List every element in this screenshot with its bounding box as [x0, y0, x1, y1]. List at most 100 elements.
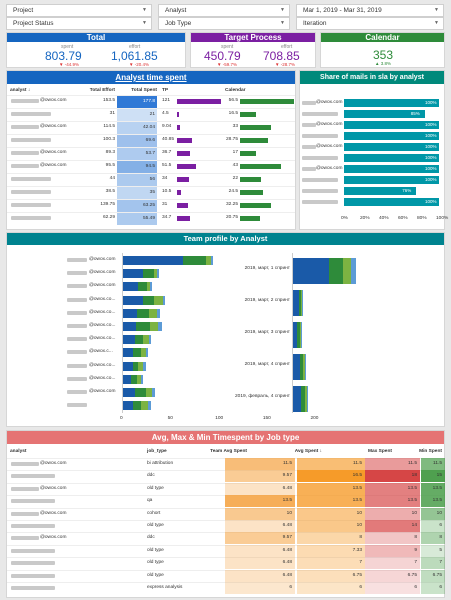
- analyst-email[interactable]: @owox.com: [40, 163, 67, 168]
- team-sprint-segment[interactable]: [293, 386, 301, 412]
- team-bar-segment[interactable]: [122, 361, 133, 371]
- col-total-spent[interactable]: Total Spent: [131, 88, 157, 93]
- team-bar-segment[interactable]: [122, 282, 139, 292]
- team-bar-segment[interactable]: [136, 308, 149, 318]
- team-bar-segment[interactable]: [143, 361, 146, 371]
- team-bar-segment[interactable]: [147, 401, 151, 411]
- col-tp[interactable]: TP: [162, 88, 169, 93]
- team-bar-segment[interactable]: [141, 401, 148, 411]
- team-bar-segment[interactable]: [145, 348, 148, 358]
- team-bar-segment[interactable]: [141, 348, 146, 358]
- team-bar-segment[interactable]: [132, 401, 142, 411]
- analyst-email[interactable]: @owox.com: [40, 124, 67, 129]
- sla-bar[interactable]: [344, 99, 439, 107]
- team-bar-segment[interactable]: [122, 256, 183, 265]
- team-sprint-segment[interactable]: [299, 322, 301, 348]
- team-bar-segment[interactable]: [134, 388, 146, 397]
- team-sprint-segment[interactable]: [299, 354, 303, 380]
- team-bar-segment[interactable]: [143, 295, 155, 305]
- team-bar-segment[interactable]: [146, 282, 150, 292]
- team-bar-segment[interactable]: [162, 295, 165, 305]
- col-total-effort[interactable]: Total Effort: [89, 88, 115, 93]
- team-bar-segment[interactable]: [132, 361, 139, 371]
- team-sprint-segment[interactable]: [342, 258, 351, 284]
- team-sprint-segment[interactable]: [304, 354, 306, 380]
- team-sprint-segment[interactable]: [297, 322, 300, 348]
- project-filter[interactable]: Project ▼: [6, 4, 152, 17]
- team-sprint-segment[interactable]: [300, 322, 302, 348]
- team-bar-segment[interactable]: [132, 348, 142, 358]
- team-bar-segment[interactable]: [154, 269, 158, 279]
- team-bar-segment[interactable]: [182, 256, 207, 265]
- team-bar-segment[interactable]: [134, 335, 144, 345]
- team-bar-segment[interactable]: [157, 308, 161, 318]
- team-sprint-segment[interactable]: [328, 258, 343, 284]
- col-calendar[interactable]: Calendar: [225, 88, 246, 93]
- team-bar-segment[interactable]: [122, 308, 137, 318]
- sla-bar[interactable]: [344, 132, 439, 140]
- team-sprint-segment[interactable]: [300, 386, 306, 412]
- col-analyst[interactable]: analyst ↓: [10, 88, 31, 93]
- team-bar-segment[interactable]: [148, 308, 158, 318]
- sla-bar[interactable]: [344, 187, 417, 195]
- sla-bar[interactable]: [344, 121, 439, 129]
- team-bar-segment[interactable]: [138, 282, 147, 292]
- iteration-filter[interactable]: Iteration ▼: [296, 17, 444, 30]
- project-status-filter[interactable]: Project Status ▼: [6, 17, 152, 30]
- team-bar-segment[interactable]: [149, 322, 159, 331]
- team-bar-segment[interactable]: [148, 335, 151, 345]
- team-sprint-segment[interactable]: [293, 354, 300, 380]
- team-sprint-segment[interactable]: [350, 258, 357, 284]
- sla-bar[interactable]: [344, 143, 439, 151]
- team-sprint-segment[interactable]: [305, 386, 308, 412]
- team-bar-segment[interactable]: [122, 348, 133, 358]
- team-bar-segment[interactable]: [143, 269, 155, 279]
- team-bar-segment[interactable]: [122, 388, 135, 397]
- team-bar-segment[interactable]: [154, 295, 163, 305]
- analyst-filter[interactable]: Analyst ▼: [158, 4, 290, 17]
- job-type-filter[interactable]: Job Type ▼: [158, 17, 290, 30]
- bottom-col-header[interactable]: analyst: [10, 449, 27, 454]
- team-sprint-segment[interactable]: [302, 354, 305, 380]
- sla-bar[interactable]: [344, 154, 439, 162]
- bottom-col-header[interactable]: job_type: [147, 449, 167, 454]
- sla-bar[interactable]: [344, 165, 439, 173]
- analyst-email[interactable]: @owox.com: [40, 98, 67, 103]
- team-bar-segment[interactable]: [122, 401, 133, 411]
- team-bar-segment[interactable]: [145, 388, 152, 397]
- analyst-email[interactable]: @owox.com: [40, 150, 67, 155]
- team-bar-segment[interactable]: [136, 374, 142, 384]
- team-bar-segment[interactable]: [135, 322, 150, 331]
- sla-bar[interactable]: [344, 176, 439, 184]
- team-sprint-segment[interactable]: [293, 290, 299, 316]
- bottom-col-header[interactable]: Max Spent: [368, 449, 392, 454]
- bottom-col-header[interactable]: Min Spent: [419, 449, 442, 454]
- team-sprint-segment[interactable]: [293, 258, 329, 284]
- team-bar-segment[interactable]: [157, 269, 160, 279]
- sla-bar[interactable]: [344, 198, 439, 206]
- team-bar-segment[interactable]: [130, 374, 137, 384]
- team-sprint-segment[interactable]: [302, 290, 303, 316]
- bottom-col-header[interactable]: Team Avg Spent: [210, 449, 247, 454]
- team-sprint-segment[interactable]: [307, 386, 309, 412]
- team-bar-segment[interactable]: [138, 361, 144, 371]
- sla-bar[interactable]: [344, 110, 425, 118]
- date-range-filter[interactable]: Mar 1, 2019 - Mar 31, 2019 ▼: [296, 4, 444, 17]
- team-bar-segment[interactable]: [158, 322, 162, 331]
- team-bar-segment[interactable]: [151, 388, 156, 397]
- team-bar-segment[interactable]: [149, 282, 152, 292]
- team-sprint-segment[interactable]: [301, 290, 303, 316]
- bottom-col-header[interactable]: Avg Spent ↓: [294, 449, 322, 454]
- team-bar-segment[interactable]: [122, 295, 144, 305]
- team-bar-segment[interactable]: [122, 374, 131, 384]
- chevron-down-icon: ▼: [434, 20, 439, 26]
- team-bar-segment[interactable]: [122, 322, 136, 331]
- team-bar-segment[interactable]: [122, 269, 144, 279]
- team-sprint-segment[interactable]: [293, 322, 298, 348]
- team-sprint-segment[interactable]: [298, 290, 302, 316]
- team-bar-segment[interactable]: [143, 335, 149, 345]
- team-bar-segment[interactable]: [141, 374, 144, 384]
- team-bar-segment[interactable]: [122, 335, 135, 345]
- team-bar-segment[interactable]: [210, 256, 213, 265]
- team-bar-segment[interactable]: [206, 256, 211, 265]
